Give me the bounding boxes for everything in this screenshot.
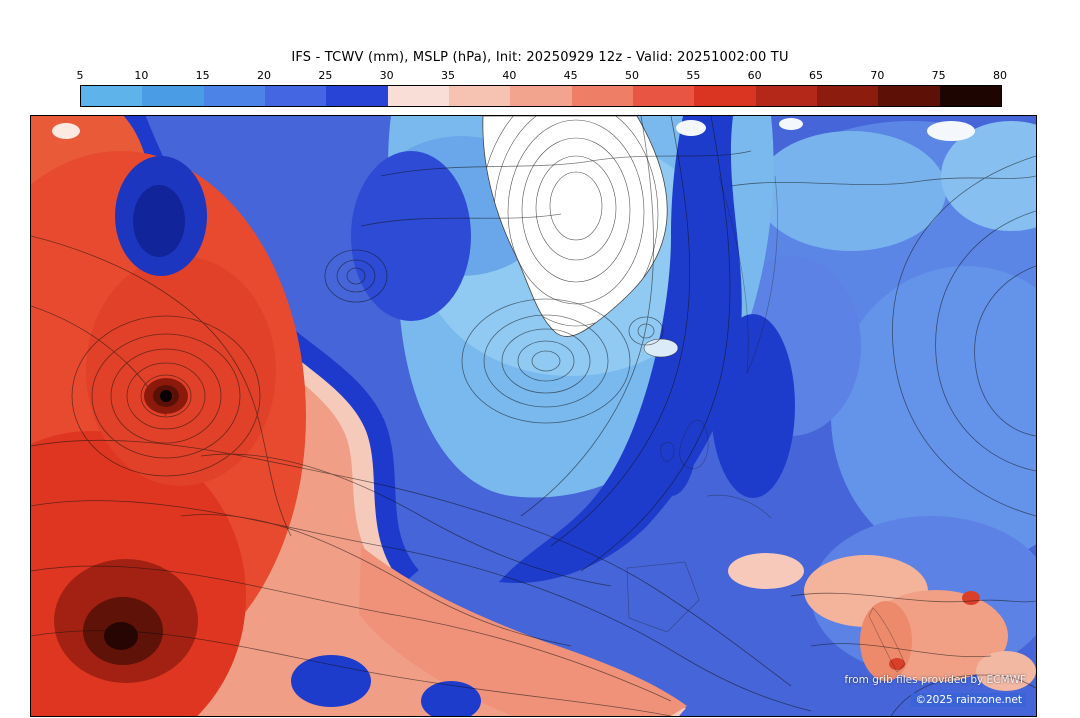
- ecmwf-credit: from grib files provided by ECMWF: [844, 674, 1026, 686]
- colorbar-segment: [694, 86, 756, 106]
- cold-front-band: [291, 116, 795, 716]
- colorbar-segment: [816, 86, 879, 106]
- isobar-contours: [31, 116, 1036, 716]
- mediterranean-warm-patches: [728, 553, 1036, 691]
- coastlines: [626, 175, 906, 673]
- colorbar-tick: 10: [134, 69, 149, 82]
- colorbar-segment: [387, 86, 449, 106]
- colorbar-tick: 20: [257, 69, 271, 82]
- colorbar-tick: 75: [931, 69, 946, 82]
- colorbar-segment: [326, 86, 388, 106]
- colorbar-tick: 40: [502, 69, 517, 82]
- greenland: [482, 116, 679, 358]
- colorbar-tick: 50: [625, 69, 639, 82]
- colorbar-segment: [939, 86, 1001, 106]
- colorbar-segment: [264, 86, 327, 106]
- colorbar-segment: [878, 86, 940, 106]
- hurricane-core: [144, 378, 188, 414]
- colorbar-tick: 55: [686, 69, 701, 82]
- colorbar-segment: [571, 86, 633, 106]
- colorbar-tick: 65: [809, 69, 823, 82]
- map-canvas: from grib files provided by ECMWF ©2025 …: [30, 115, 1037, 717]
- tcwv-colorbar: [80, 85, 1002, 107]
- colorbar-tick: 15: [195, 69, 210, 82]
- colorbar-tick: 25: [318, 69, 333, 82]
- colorbar-tick: 35: [441, 69, 455, 82]
- weather-map-graphic: [31, 116, 1036, 716]
- watermark-link[interactable]: ©2025 rainzone.net: [911, 693, 1026, 707]
- colorbar-tick: 45: [563, 69, 578, 82]
- colorbar-tick: 30: [379, 69, 394, 82]
- colorbar-tick-labels: 5 10 15 20 25 30 35 40 45 50 55 60 65 70…: [76, 69, 1008, 83]
- warm-sector: [31, 116, 687, 716]
- topleft-dark-blue-pocket: [115, 156, 207, 276]
- colorbar-segment: [203, 86, 265, 106]
- colorbar-tick: 70: [870, 69, 885, 82]
- colorbar-tick: 80: [993, 69, 1007, 82]
- colorbar-segment: [755, 86, 817, 106]
- colorbar-tick: 5: [76, 69, 84, 82]
- colorbar-segment: [142, 86, 204, 106]
- colorbar-segment: [632, 86, 695, 106]
- davis-strait-dark-patch: [351, 151, 471, 321]
- colorbar-tick: 60: [747, 69, 762, 82]
- arctic-white-patches: [676, 118, 975, 141]
- colorbar-segment: [448, 86, 511, 106]
- colorbar-segment: [510, 86, 572, 106]
- chart-title: IFS - TCWV (mm), MSLP (hPa), Init: 20250…: [291, 50, 789, 65]
- colorbar-segment: [81, 86, 143, 106]
